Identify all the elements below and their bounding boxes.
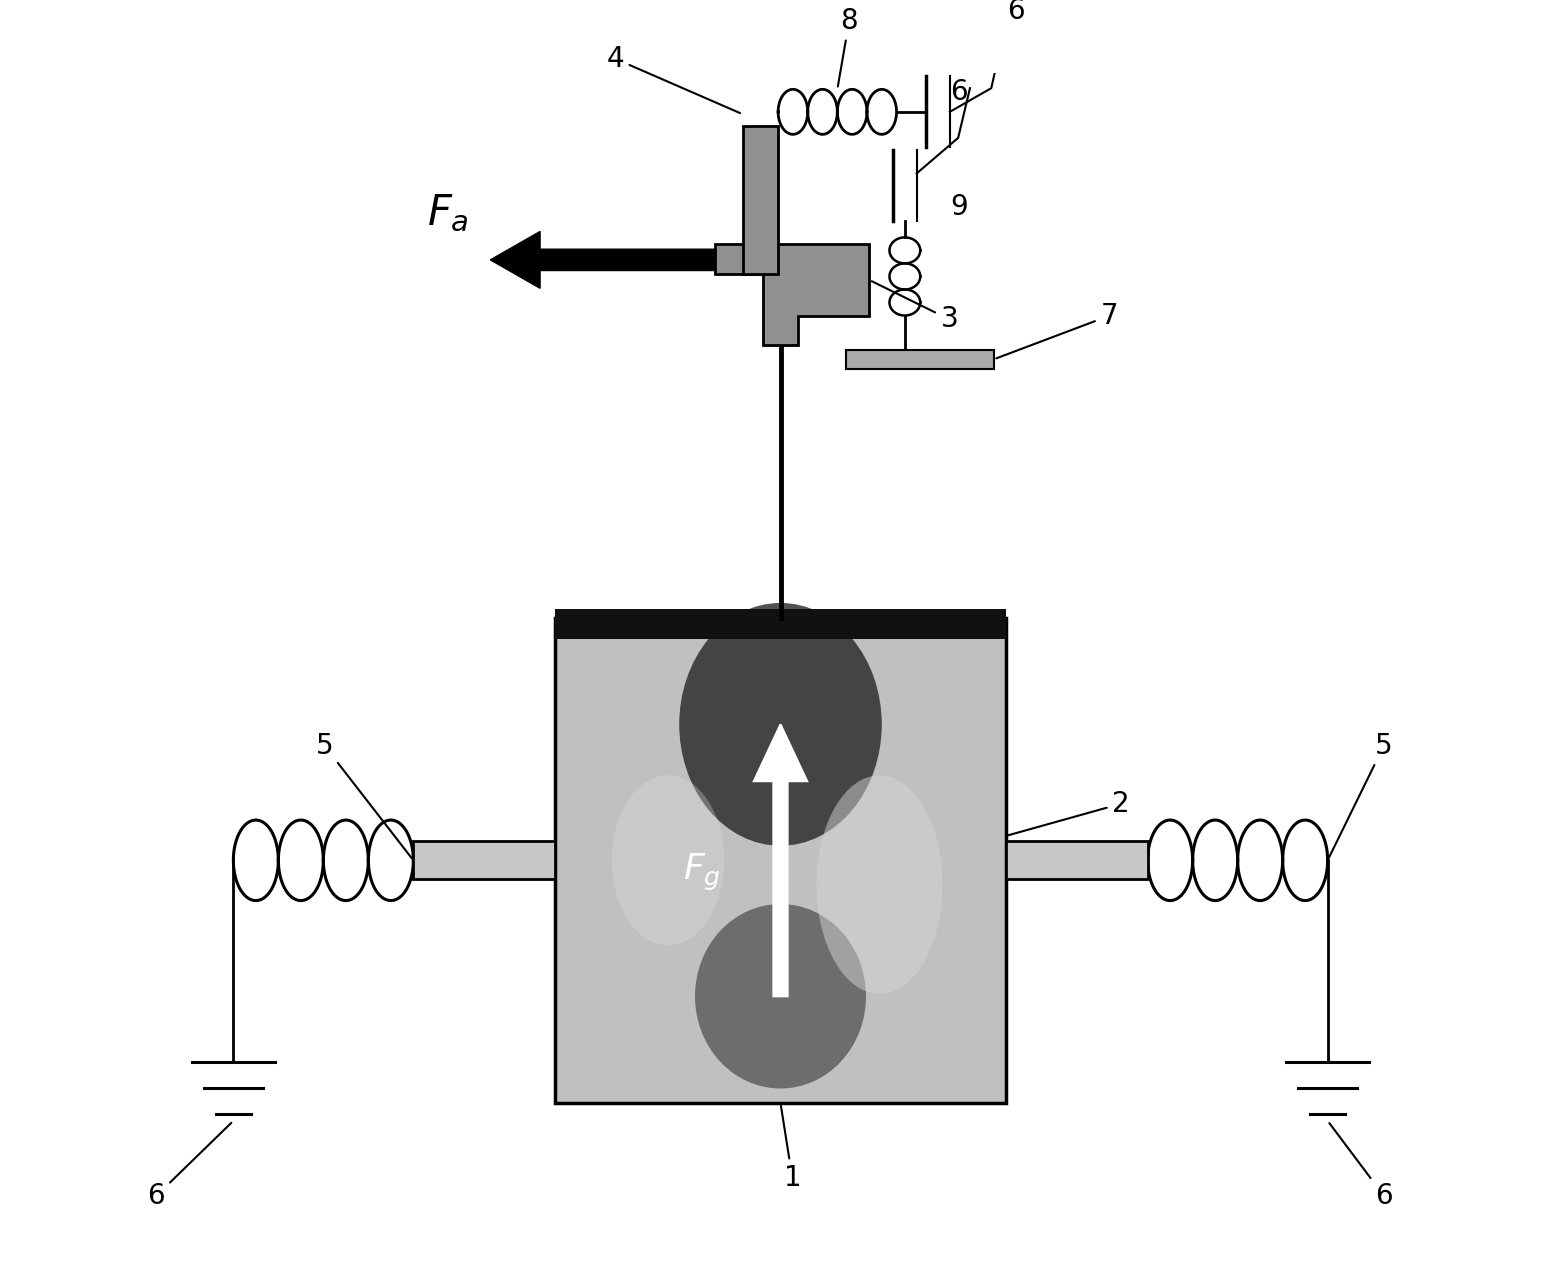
Text: 6: 6 — [1007, 0, 1024, 25]
Text: $F_a$: $F_a$ — [428, 192, 468, 234]
Bar — [1005, 842, 1147, 880]
Text: 7: 7 — [996, 302, 1118, 359]
Ellipse shape — [679, 603, 882, 846]
Ellipse shape — [612, 775, 724, 945]
Text: 6: 6 — [949, 78, 968, 106]
Bar — [556, 609, 1005, 638]
Bar — [556, 618, 1005, 1103]
Text: 2: 2 — [1008, 790, 1130, 836]
Bar — [846, 350, 994, 369]
Ellipse shape — [695, 904, 866, 1088]
Ellipse shape — [816, 775, 943, 994]
FancyArrow shape — [490, 231, 715, 288]
Text: 6: 6 — [148, 1122, 231, 1210]
Text: 3: 3 — [871, 281, 958, 334]
Bar — [743, 126, 777, 274]
Text: $F_g$: $F_g$ — [684, 852, 721, 892]
Text: 9: 9 — [949, 193, 968, 221]
Text: 4: 4 — [607, 44, 740, 112]
Text: 1: 1 — [780, 1106, 801, 1192]
Text: 6: 6 — [1330, 1124, 1392, 1210]
Polygon shape — [715, 244, 869, 345]
FancyArrow shape — [754, 724, 807, 996]
Text: 5: 5 — [315, 732, 412, 858]
Text: 8: 8 — [838, 6, 859, 87]
Bar — [414, 842, 556, 880]
Text: 5: 5 — [1328, 732, 1392, 858]
